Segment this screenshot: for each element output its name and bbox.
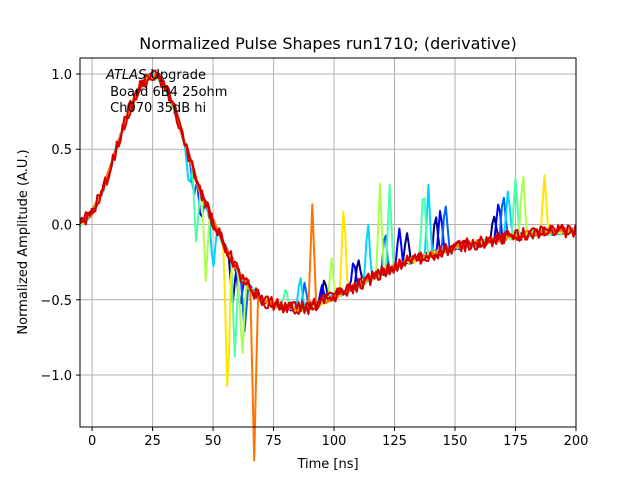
annotation-line-1: ATLAS Upgrade — [105, 68, 206, 83]
y-tick-label: 0.0 — [51, 219, 72, 234]
x-tick-label: 100 — [322, 434, 347, 449]
x-tick-label: 0 — [88, 434, 96, 449]
x-axis-ticks: 0 25 50 75 100 125 150 175 200 — [88, 427, 588, 449]
x-tick-label: 50 — [205, 434, 222, 449]
y-tick-label: −0.5 — [40, 294, 72, 309]
annotation-atlas: ATLAS — [105, 68, 146, 83]
x-tick-label: 175 — [503, 434, 528, 449]
annotation-upgrade: Upgrade — [146, 68, 206, 83]
y-tick-label: 1.0 — [51, 68, 72, 83]
y-tick-label: 0.5 — [51, 143, 72, 158]
chart-title: Normalized Pulse Shapes run1710; (deriva… — [139, 34, 516, 53]
x-tick-label: 125 — [382, 434, 407, 449]
annotation-line-2: Board 6B4 25ohm — [106, 85, 227, 100]
x-tick-label: 200 — [564, 434, 589, 449]
y-axis-label: Normalized Amplitude (A.U.) — [16, 149, 31, 334]
x-axis-label: Time [ns] — [296, 457, 358, 472]
y-axis-ticks: 1.0 0.5 0.0 −0.5 −1.0 — [40, 68, 80, 384]
plot-frame — [79, 57, 577, 428]
y-tick-label: −1.0 — [40, 369, 72, 384]
x-tick-label: 150 — [443, 434, 468, 449]
x-tick-label: 75 — [265, 434, 282, 449]
series-line-9 — [79, 69, 577, 315]
data-series-group — [79, 69, 577, 462]
annotation-line-3: Ch070 35dB hi — [106, 101, 206, 116]
x-tick-label: 25 — [144, 434, 161, 449]
series-line-10 — [79, 72, 577, 316]
